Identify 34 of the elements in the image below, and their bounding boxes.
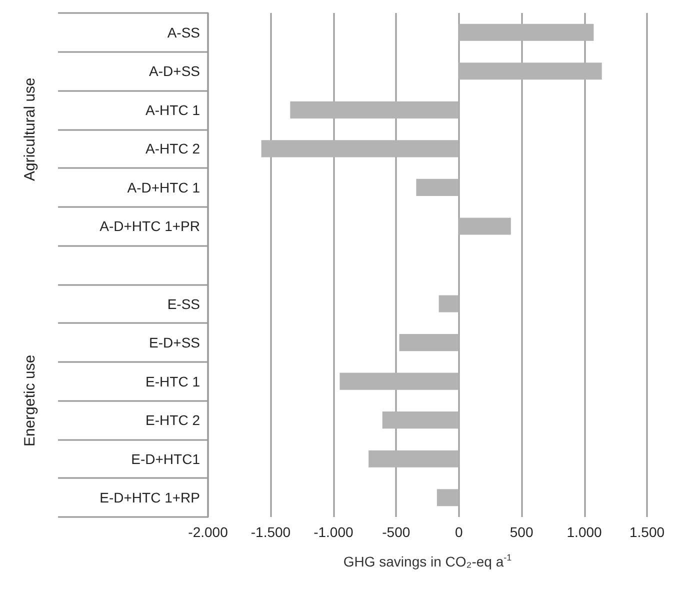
y-tick-label: E-D+HTC1 <box>131 450 200 467</box>
bar <box>436 489 459 506</box>
y-tick-label: A-D+SS <box>149 63 200 80</box>
bar <box>290 101 459 118</box>
y-tick-label: A-SS <box>167 24 200 40</box>
y-tick-label: E-D+SS <box>149 334 200 351</box>
y-tick-label: E-SS <box>167 296 200 312</box>
x-tick-label: -1.500 <box>250 524 291 540</box>
x-tick-label: 1.500 <box>629 524 665 540</box>
x-tick-label: 500 <box>510 524 534 540</box>
bar <box>382 412 459 429</box>
y-tick-label: A-D+HTC 1 <box>127 179 200 196</box>
bar <box>458 24 594 41</box>
bar <box>399 334 459 352</box>
bar <box>416 178 459 196</box>
y-tick-label: E-D+HTC 1+RP <box>100 490 200 506</box>
y-tick-label: A-D+HTC 1+PR <box>100 218 200 234</box>
x-tick-label: -2.000 <box>188 524 228 540</box>
bar <box>438 295 459 312</box>
y-tick-label: E-HTC 1 <box>146 373 200 390</box>
bar <box>458 218 511 235</box>
x-tick-label: -1.000 <box>314 524 354 540</box>
x-tick-label: 1.000 <box>566 524 602 540</box>
y-tick-label: A-HTC 1 <box>146 102 200 118</box>
y-tick-label: A-HTC 2 <box>146 140 200 157</box>
bar <box>261 140 459 158</box>
x-tick-label: 0 <box>454 524 463 540</box>
bar <box>458 62 602 80</box>
bar <box>340 372 459 390</box>
y-tick-label: E-HTC 2 <box>146 412 200 428</box>
bar <box>368 450 459 468</box>
x-tick-label: -500 <box>382 524 410 540</box>
text: Agricultural use <box>22 78 38 182</box>
text: Energetic use <box>22 354 38 447</box>
